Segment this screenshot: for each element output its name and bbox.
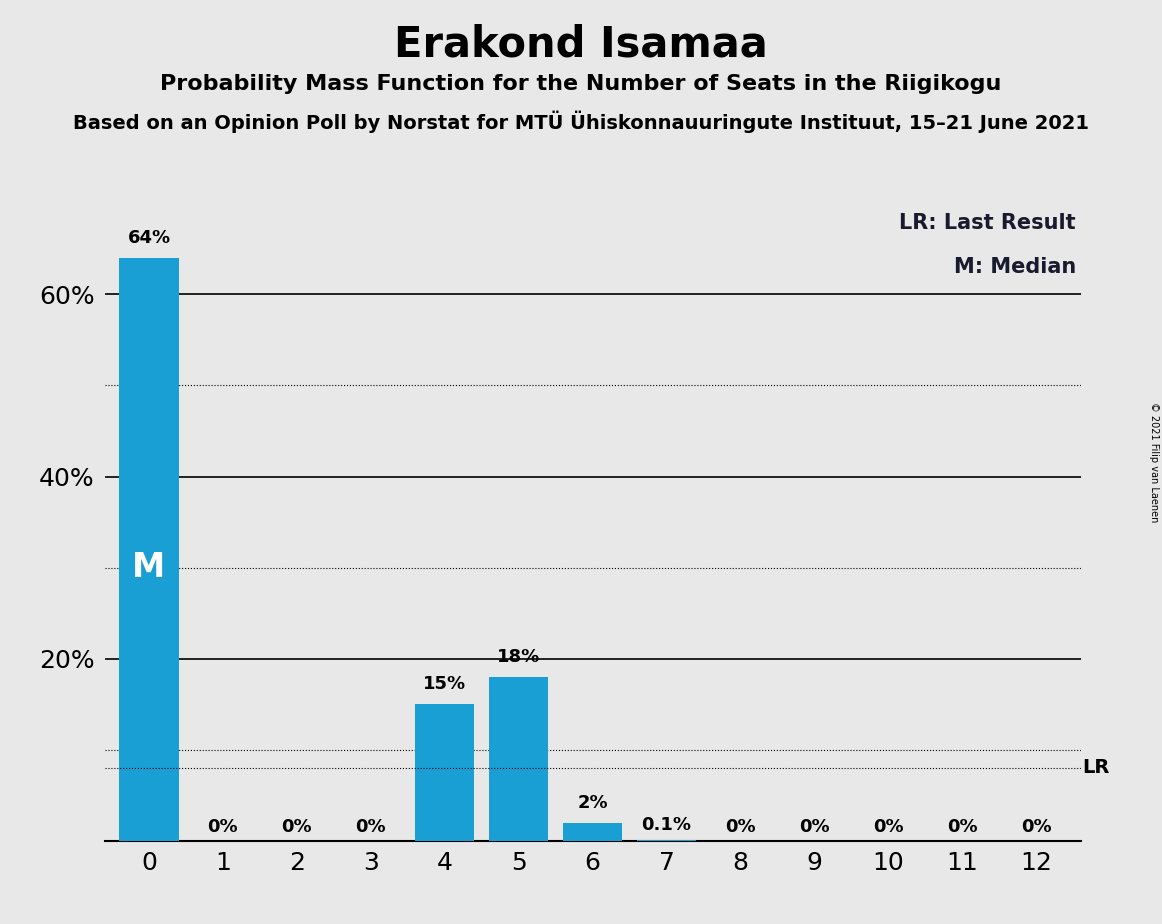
Text: 18%: 18% [497, 648, 540, 666]
Text: LR: LR [1083, 759, 1110, 777]
Text: M: Median: M: Median [954, 258, 1076, 277]
Text: © 2021 Filip van Laenen: © 2021 Filip van Laenen [1149, 402, 1159, 522]
Text: 0%: 0% [799, 819, 830, 836]
Text: 15%: 15% [423, 675, 466, 693]
Text: 0%: 0% [208, 819, 238, 836]
Text: 0%: 0% [281, 819, 313, 836]
Text: LR: Last Result: LR: Last Result [899, 213, 1076, 233]
Bar [120, 258, 179, 841]
Text: 0%: 0% [873, 819, 904, 836]
Text: 0%: 0% [356, 819, 386, 836]
Text: 64%: 64% [128, 229, 171, 247]
Bar [489, 677, 548, 841]
Text: M: M [132, 551, 165, 584]
Text: 0.1%: 0.1% [641, 817, 691, 834]
Text: 0%: 0% [947, 819, 977, 836]
Text: Erakond Isamaa: Erakond Isamaa [394, 23, 768, 65]
Text: Based on an Opinion Poll by Norstat for MTÜ Ühiskonnauuringute Instituut, 15–21 : Based on an Opinion Poll by Norstat for … [73, 111, 1089, 133]
Text: 2%: 2% [578, 794, 608, 811]
Text: 0%: 0% [725, 819, 755, 836]
Text: Probability Mass Function for the Number of Seats in the Riigikogu: Probability Mass Function for the Number… [160, 74, 1002, 94]
Bar [415, 704, 474, 841]
Text: 0%: 0% [1021, 819, 1052, 836]
Bar [564, 822, 622, 841]
